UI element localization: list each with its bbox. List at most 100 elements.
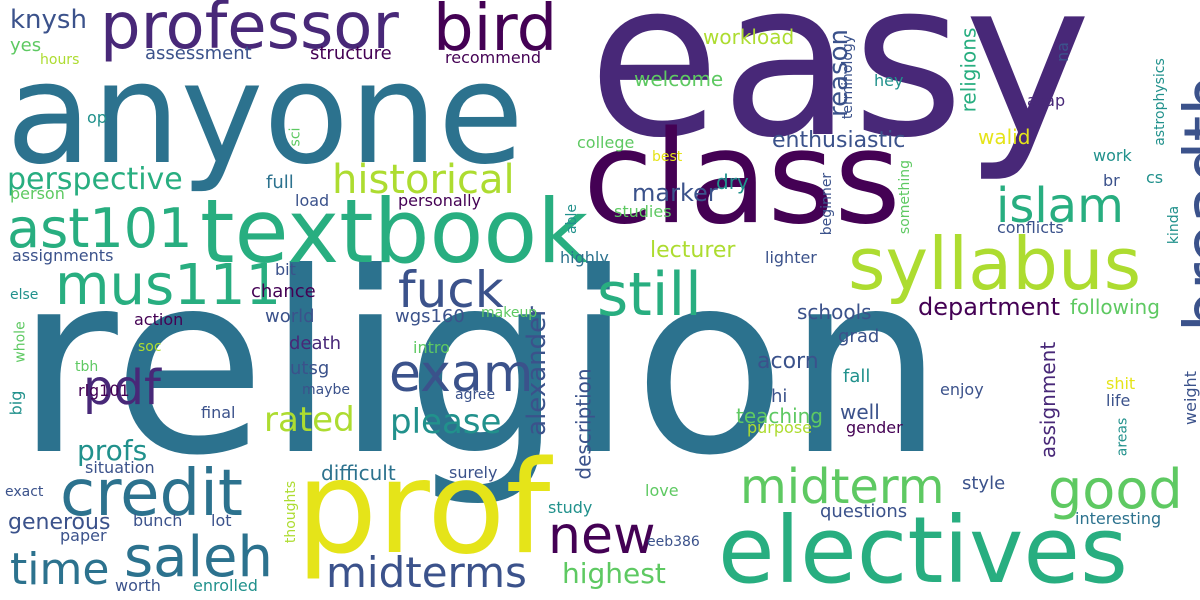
word-asap: asap (1027, 91, 1066, 110)
word-action: action (134, 310, 184, 329)
word-kinda: kinda (1166, 205, 1183, 245)
word-agree: agree (455, 387, 496, 403)
word-islam: islam (996, 178, 1124, 234)
word-alexander: alexander (521, 306, 552, 436)
word-questions: questions (820, 501, 908, 522)
word-generous: generous (8, 510, 111, 535)
word-fuck: fuck (398, 261, 504, 319)
word-person: person (10, 184, 65, 203)
word-exact: exact (5, 484, 44, 500)
word-teaching: teaching (736, 404, 824, 428)
word-syllabus: syllabus (848, 222, 1142, 306)
word-following: following (1070, 295, 1160, 319)
word-gender: gender (846, 418, 903, 437)
word-difficult: difficult (321, 461, 396, 485)
word-college: college (577, 133, 635, 152)
word-credit: credit (60, 457, 243, 531)
word-life: life (1106, 391, 1131, 410)
word-rlg101: rlg101 (78, 381, 130, 400)
word-tbh: tbh (75, 359, 99, 375)
word-enjoy: enjoy (940, 380, 984, 399)
word-saleh: saleh (124, 525, 273, 590)
word-good: good (1048, 458, 1183, 521)
word-interesting: interesting (1075, 509, 1162, 528)
word-eeb386: eeb386 (647, 534, 700, 550)
word-midterm: midterm (740, 459, 945, 515)
word-historical: historical (332, 157, 515, 203)
word-ast101: ast101 (7, 197, 193, 260)
word-personally: personally (398, 191, 482, 210)
word-dry: dry (716, 170, 749, 194)
word-world: world (265, 306, 315, 327)
word-well: well (840, 400, 880, 424)
word-department: department (918, 293, 1060, 321)
word-utsg: utsg (290, 358, 330, 379)
word-enrolled: enrolled (193, 576, 258, 595)
word-lecturer: lecturer (650, 238, 736, 263)
word-highest: highest (562, 557, 666, 590)
word-breadth: breadth (1170, 73, 1200, 333)
word-style: style (962, 473, 1006, 494)
word-marker: marker (632, 179, 718, 207)
word-assessment: assessment (145, 43, 252, 64)
word-something: something (897, 159, 914, 235)
word-weight: weight (1180, 371, 1200, 425)
word-schools: schools (797, 300, 872, 324)
word-profs: profs (77, 434, 148, 467)
word-midterms: midterms (326, 548, 527, 597)
word-else: else (10, 287, 39, 303)
word-workload: workload (703, 25, 795, 49)
word-walid: walid (978, 125, 1031, 149)
word-br: br (1103, 171, 1120, 190)
word-new: new (548, 506, 656, 566)
word-description: description (571, 368, 596, 480)
word-professor: professor (100, 0, 399, 64)
word-textbook: textbook (200, 180, 589, 283)
word-thoughts: thoughts (283, 480, 300, 544)
word-studies: studies (614, 202, 672, 221)
word-areas: areas (1114, 417, 1131, 457)
word-final: final (201, 403, 236, 422)
word-lot: lot (211, 511, 232, 530)
word-terminology: terminology (840, 34, 857, 120)
word-na: na (1052, 42, 1072, 62)
word-hours: hours (40, 52, 80, 68)
word-able: able (563, 204, 580, 234)
word-perspective: perspective (7, 162, 183, 197)
word-paper: paper (60, 526, 107, 545)
word-enthusiastic: enthusiastic (772, 128, 906, 153)
word-situation: situation (85, 458, 155, 477)
word-sci: sci (287, 127, 304, 147)
word-time: time (10, 544, 110, 595)
word-lighter: lighter (765, 248, 817, 267)
word-assignments: assignments (12, 246, 114, 265)
word-prof: prof (296, 434, 551, 583)
word-mus111: mus111 (55, 253, 282, 318)
word-soc: soc (138, 339, 162, 355)
word-love: love (645, 481, 679, 500)
word-surely: surely (449, 463, 498, 482)
word-knysh: knysh (10, 5, 87, 35)
word-conflicts: conflicts (997, 218, 1064, 237)
word-best: best (652, 149, 683, 165)
word-yes: yes (10, 35, 42, 56)
word-anyone: anyone (6, 33, 524, 196)
word-hi: hi (771, 386, 788, 407)
word-intro: intro (413, 338, 450, 357)
word-exam: exam (389, 344, 534, 404)
word-worth: worth (115, 576, 161, 595)
word-grad: grad (838, 326, 880, 347)
word-load: load (295, 191, 330, 210)
word-bunch: bunch (133, 511, 183, 530)
word-op: op (87, 108, 107, 127)
word-assignment: assignment (1036, 341, 1061, 459)
word-astrophysics: astrophysics (1151, 58, 1168, 146)
word-fall: fall (843, 366, 871, 387)
word-electives: electives (718, 497, 1128, 600)
word-highly: highly (560, 248, 609, 267)
word-full: full (266, 172, 294, 193)
word-beginner: beginner (819, 172, 836, 236)
word-death: death (289, 333, 341, 354)
word-makeup: makeup (481, 305, 538, 321)
